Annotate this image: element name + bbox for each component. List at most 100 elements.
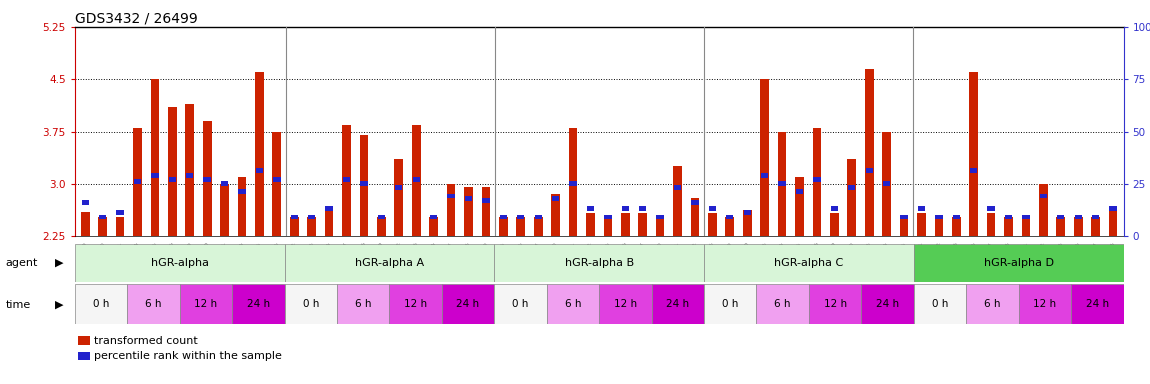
Bar (99, 215, 106, 219)
Text: hGR-alpha D: hGR-alpha D (983, 258, 1053, 268)
Bar (307, 217, 316, 236)
Bar (429, 217, 438, 236)
Bar (446, 184, 455, 236)
Bar (343, 124, 351, 236)
Bar (848, 185, 856, 190)
Bar (988, 206, 995, 211)
Bar (169, 177, 176, 182)
Bar (151, 79, 159, 236)
Bar (232, 284, 284, 324)
Bar (1021, 217, 1030, 236)
Bar (552, 196, 559, 200)
Bar (744, 210, 751, 215)
Bar (621, 213, 630, 236)
Bar (499, 217, 507, 236)
Text: hGR-alpha C: hGR-alpha C (774, 258, 844, 268)
Bar (796, 189, 803, 194)
Bar (1057, 217, 1065, 236)
Bar (551, 194, 560, 236)
Bar (168, 107, 177, 236)
Text: 0 h: 0 h (722, 299, 738, 310)
Text: 0 h: 0 h (93, 299, 109, 310)
Bar (865, 69, 874, 236)
Bar (691, 200, 699, 205)
Bar (638, 213, 647, 236)
Bar (152, 173, 159, 177)
Bar (465, 196, 473, 200)
Bar (1092, 215, 1099, 219)
Bar (808, 284, 861, 324)
Bar (413, 177, 420, 182)
Bar (447, 194, 454, 199)
Bar (325, 206, 332, 211)
Bar (914, 244, 1124, 282)
Bar (546, 284, 599, 324)
Bar (882, 132, 891, 236)
Bar (777, 132, 787, 236)
Bar (622, 206, 629, 211)
Text: 12 h: 12 h (1034, 299, 1057, 310)
Text: 24 h: 24 h (457, 299, 480, 310)
Bar (1019, 284, 1071, 324)
Bar (761, 173, 768, 177)
Text: transformed count: transformed count (94, 336, 198, 346)
Bar (534, 217, 543, 236)
Text: time: time (6, 300, 31, 310)
Bar (987, 213, 996, 236)
Bar (652, 284, 704, 324)
Bar (704, 244, 914, 282)
Bar (674, 185, 681, 190)
Bar (935, 215, 943, 219)
Bar (568, 128, 577, 236)
Bar (760, 79, 769, 236)
Bar (1074, 215, 1082, 219)
Bar (883, 181, 890, 186)
Bar (1005, 215, 1012, 219)
Text: 6 h: 6 h (355, 299, 371, 310)
Bar (430, 215, 437, 219)
Bar (518, 215, 524, 219)
Text: GDS3432 / 26499: GDS3432 / 26499 (75, 12, 198, 25)
Text: ▶: ▶ (55, 300, 63, 310)
Bar (494, 244, 704, 282)
Bar (220, 184, 229, 236)
Bar (238, 177, 246, 236)
Bar (221, 181, 228, 186)
Bar (639, 206, 646, 211)
Text: 0 h: 0 h (302, 299, 319, 310)
Bar (848, 159, 856, 236)
Bar (390, 284, 442, 324)
Bar (255, 72, 263, 236)
Bar (308, 215, 315, 219)
Bar (377, 215, 385, 219)
Text: 24 h: 24 h (1086, 299, 1109, 310)
Bar (866, 169, 873, 174)
Bar (914, 284, 966, 324)
Bar (535, 215, 542, 219)
Bar (813, 128, 821, 236)
Bar (291, 215, 298, 219)
Text: 12 h: 12 h (614, 299, 637, 310)
Bar (1071, 284, 1124, 324)
Bar (128, 284, 179, 324)
Bar (673, 166, 682, 236)
Bar (586, 213, 595, 236)
Bar (971, 169, 978, 174)
Bar (284, 284, 337, 324)
Bar (969, 72, 979, 236)
Text: ▶: ▶ (55, 258, 63, 268)
Bar (1022, 215, 1029, 219)
Bar (1109, 210, 1118, 236)
Bar (604, 217, 612, 236)
Bar (337, 284, 390, 324)
Bar (1091, 217, 1101, 236)
Bar (830, 206, 838, 211)
Bar (779, 181, 785, 186)
Text: 24 h: 24 h (666, 299, 689, 310)
Text: percentile rank within the sample: percentile rank within the sample (94, 351, 282, 361)
Text: 24 h: 24 h (876, 299, 899, 310)
Bar (116, 217, 124, 236)
Bar (743, 210, 752, 236)
Bar (75, 284, 128, 324)
Bar (204, 177, 210, 182)
